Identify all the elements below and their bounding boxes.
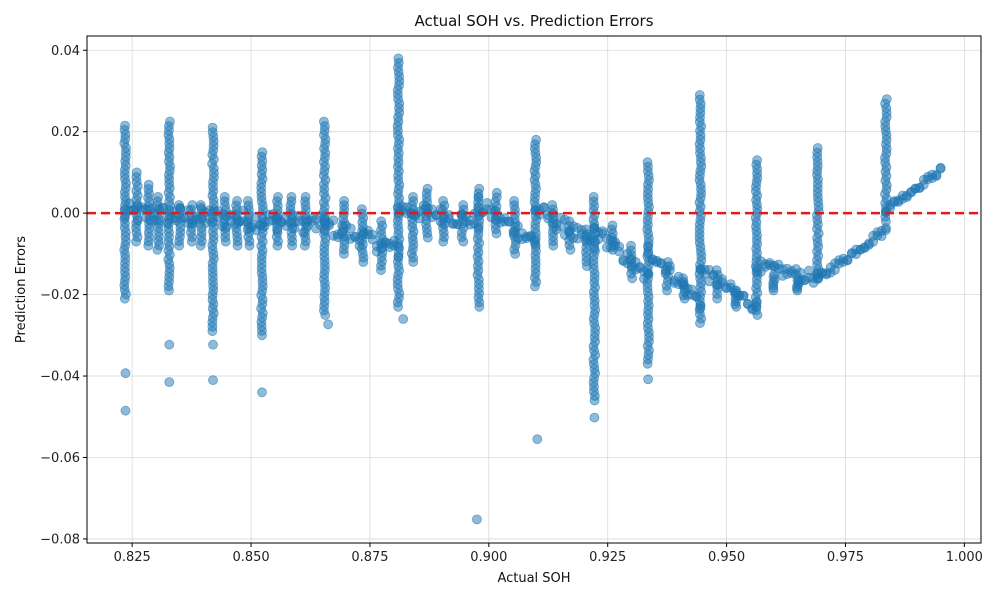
y-tick-label: −0.04 — [40, 370, 80, 385]
data-point — [588, 191, 599, 202]
data-point — [643, 374, 653, 385]
data-point — [547, 200, 558, 210]
data-point — [935, 163, 946, 174]
data-point — [219, 191, 230, 202]
data-point — [195, 200, 206, 210]
data-point — [120, 368, 131, 379]
data-point — [328, 215, 339, 226]
data-point — [769, 269, 780, 280]
x-tick-label: 0.925 — [589, 550, 626, 565]
data-point — [273, 191, 283, 202]
data-point — [711, 265, 722, 276]
data-point — [663, 257, 673, 267]
x-tick-label: 0.975 — [827, 550, 864, 565]
data-point — [752, 155, 762, 166]
data-point — [131, 167, 142, 178]
data-points — [119, 53, 946, 525]
chart-title: Actual SOH vs. Prediction Errors — [414, 12, 653, 30]
data-point — [242, 195, 253, 206]
data-point — [694, 90, 705, 100]
data-point — [793, 273, 804, 284]
data-point — [300, 191, 311, 202]
data-point — [531, 134, 541, 145]
data-point — [232, 195, 243, 206]
x-axis-title: Actual SOH — [497, 571, 570, 586]
data-point — [187, 200, 198, 210]
data-point — [318, 116, 329, 127]
data-point — [474, 183, 485, 194]
y-tick-label: −0.02 — [40, 288, 80, 303]
data-point — [491, 187, 502, 198]
data-point — [257, 387, 267, 398]
axis-ticks: 0.825 0.850 0.875 0.900 0.925 0.950 0.975 1.000… — [40, 44, 983, 565]
data-point — [731, 285, 742, 296]
data-point — [564, 216, 575, 227]
data-point — [881, 94, 892, 104]
plot-frame — [86, 35, 982, 544]
data-point — [881, 225, 891, 236]
x-tick-label: 0.900 — [470, 550, 507, 565]
data-point — [509, 195, 519, 206]
y-tick-label: −0.08 — [40, 532, 80, 547]
data-point — [678, 273, 688, 284]
data-point — [422, 183, 433, 194]
data-point — [208, 375, 218, 386]
data-point — [286, 191, 297, 202]
data-point — [626, 240, 636, 251]
data-point — [581, 224, 592, 235]
data-point — [393, 53, 404, 64]
x-tick-label: 0.950 — [708, 550, 745, 565]
data-point — [257, 147, 268, 158]
data-point — [376, 216, 387, 227]
data-point — [842, 255, 853, 266]
data-point — [471, 514, 482, 525]
data-point — [339, 195, 350, 206]
x-tick-label: 0.825 — [114, 550, 151, 565]
data-point — [164, 116, 175, 127]
x-tick-label: 0.850 — [232, 550, 269, 565]
x-tick-label: 0.875 — [351, 550, 388, 565]
data-point — [323, 319, 334, 330]
y-tick-label: −0.06 — [40, 451, 80, 466]
data-point — [438, 195, 449, 206]
data-point — [642, 157, 653, 168]
data-point — [153, 191, 164, 202]
data-point — [174, 200, 184, 210]
data-point — [398, 314, 409, 324]
data-point — [207, 122, 218, 133]
data-point — [458, 200, 469, 210]
data-point — [164, 377, 175, 388]
data-point — [408, 191, 418, 202]
data-point — [607, 220, 618, 231]
y-tick-label: 0.02 — [51, 125, 80, 140]
data-point — [120, 405, 131, 416]
data-point — [208, 339, 218, 350]
x-tick-label: 1.000 — [946, 550, 983, 565]
data-point — [120, 120, 130, 131]
y-axis-title: Prediction Errors — [14, 236, 29, 343]
y-tick-label: 0.04 — [51, 44, 80, 59]
data-point — [589, 412, 600, 423]
data-point — [143, 179, 154, 190]
data-point — [532, 434, 543, 445]
data-point — [367, 229, 378, 240]
data-point — [164, 339, 175, 350]
y-tick-label: 0.00 — [51, 207, 80, 222]
data-point — [812, 143, 823, 153]
